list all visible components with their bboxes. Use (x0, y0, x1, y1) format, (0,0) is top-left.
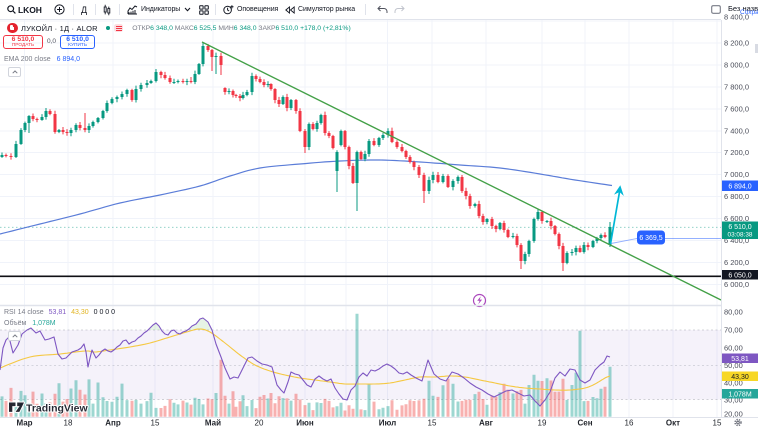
svg-text:6 050,0: 6 050,0 (728, 272, 751, 279)
svg-text:8 200,0: 8 200,0 (724, 39, 749, 48)
svg-text:7 200,0: 7 200,0 (724, 148, 749, 157)
svg-text:20,00: 20,00 (724, 410, 743, 419)
svg-text:TradingView: TradingView (26, 403, 88, 415)
svg-text:Июн: Июн (296, 419, 314, 428)
svg-text:Сен: Сен (577, 419, 592, 428)
svg-text:15: 15 (151, 419, 160, 428)
svg-text:Июл: Июл (379, 419, 396, 428)
svg-text:Авг: Авг (479, 419, 494, 428)
svg-text:6 369,5: 6 369,5 (639, 235, 662, 242)
svg-text:6 510,0: 6 510,0 (728, 224, 751, 231)
svg-text:7 000,0: 7 000,0 (724, 170, 749, 179)
svg-text:6 200,0: 6 200,0 (724, 258, 749, 267)
svg-text:Мар: Мар (16, 419, 32, 428)
svg-text:53,81: 53,81 (731, 356, 749, 363)
svg-text:Апр: Апр (105, 419, 121, 428)
svg-text:Май: Май (205, 419, 221, 428)
svg-text:1,078M: 1,078M (728, 391, 752, 398)
svg-text:15: 15 (428, 419, 437, 428)
svg-text:15: 15 (713, 419, 722, 428)
svg-text:03:08:38: 03:08:38 (728, 232, 753, 239)
svg-text:Окт: Окт (666, 419, 680, 428)
svg-text:20: 20 (255, 419, 264, 428)
svg-text:18: 18 (64, 419, 73, 428)
svg-text:40,00: 40,00 (724, 379, 743, 388)
svg-text:6 600,0: 6 600,0 (724, 214, 749, 223)
svg-text:60,00: 60,00 (724, 344, 743, 353)
svg-text:43,30: 43,30 (731, 374, 749, 381)
svg-text:6 400,0: 6 400,0 (724, 236, 749, 245)
svg-text:7 400,0: 7 400,0 (724, 127, 749, 136)
svg-text:30,00: 30,00 (724, 396, 743, 405)
svg-text:7 600,0: 7 600,0 (724, 105, 749, 114)
svg-text:6 894,0: 6 894,0 (728, 183, 751, 190)
svg-text:8 000,0: 8 000,0 (724, 61, 749, 70)
svg-text:6 000,0: 6 000,0 (724, 280, 749, 289)
svg-text:7 800,0: 7 800,0 (724, 83, 749, 92)
svg-text:8 400,0: 8 400,0 (724, 13, 749, 22)
svg-text:50,00: 50,00 (724, 361, 743, 370)
svg-text:70,00: 70,00 (724, 326, 743, 335)
svg-text:6 800,0: 6 800,0 (724, 192, 749, 201)
svg-text:80,00: 80,00 (724, 308, 743, 317)
svg-text:19: 19 (538, 419, 547, 428)
svg-text:16: 16 (625, 419, 634, 428)
